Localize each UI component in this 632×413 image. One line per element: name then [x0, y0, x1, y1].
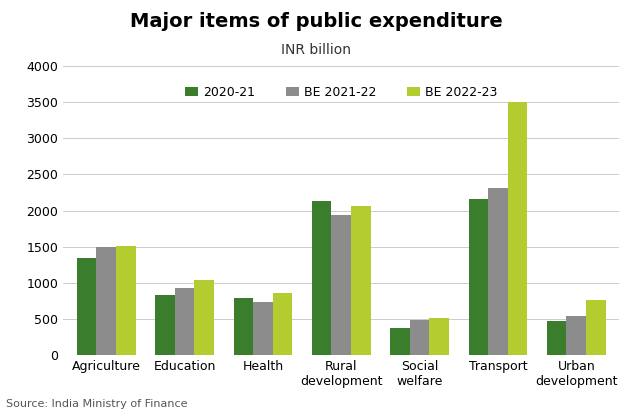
Bar [390, 328, 410, 355]
Bar [175, 288, 195, 355]
Bar [234, 298, 253, 355]
Bar [488, 188, 507, 355]
Bar [507, 102, 527, 355]
Bar [253, 301, 273, 355]
Bar [429, 318, 449, 355]
Bar [273, 293, 293, 355]
Text: INR billion: INR billion [281, 43, 351, 57]
Bar [155, 295, 175, 355]
Legend: 2020-21, BE 2021-22, BE 2022-23: 2020-21, BE 2021-22, BE 2022-23 [180, 81, 502, 104]
Bar [410, 320, 429, 355]
Bar [332, 215, 351, 355]
Text: Source: India Ministry of Finance: Source: India Ministry of Finance [6, 399, 188, 409]
Bar [566, 316, 586, 355]
Bar [468, 199, 488, 355]
Bar [312, 201, 332, 355]
Bar [351, 206, 370, 355]
Bar [547, 321, 566, 355]
Bar [77, 259, 97, 355]
Bar [195, 280, 214, 355]
Bar [97, 247, 116, 355]
Bar [116, 246, 136, 355]
Bar [586, 299, 605, 355]
Text: Major items of public expenditure: Major items of public expenditure [130, 12, 502, 31]
